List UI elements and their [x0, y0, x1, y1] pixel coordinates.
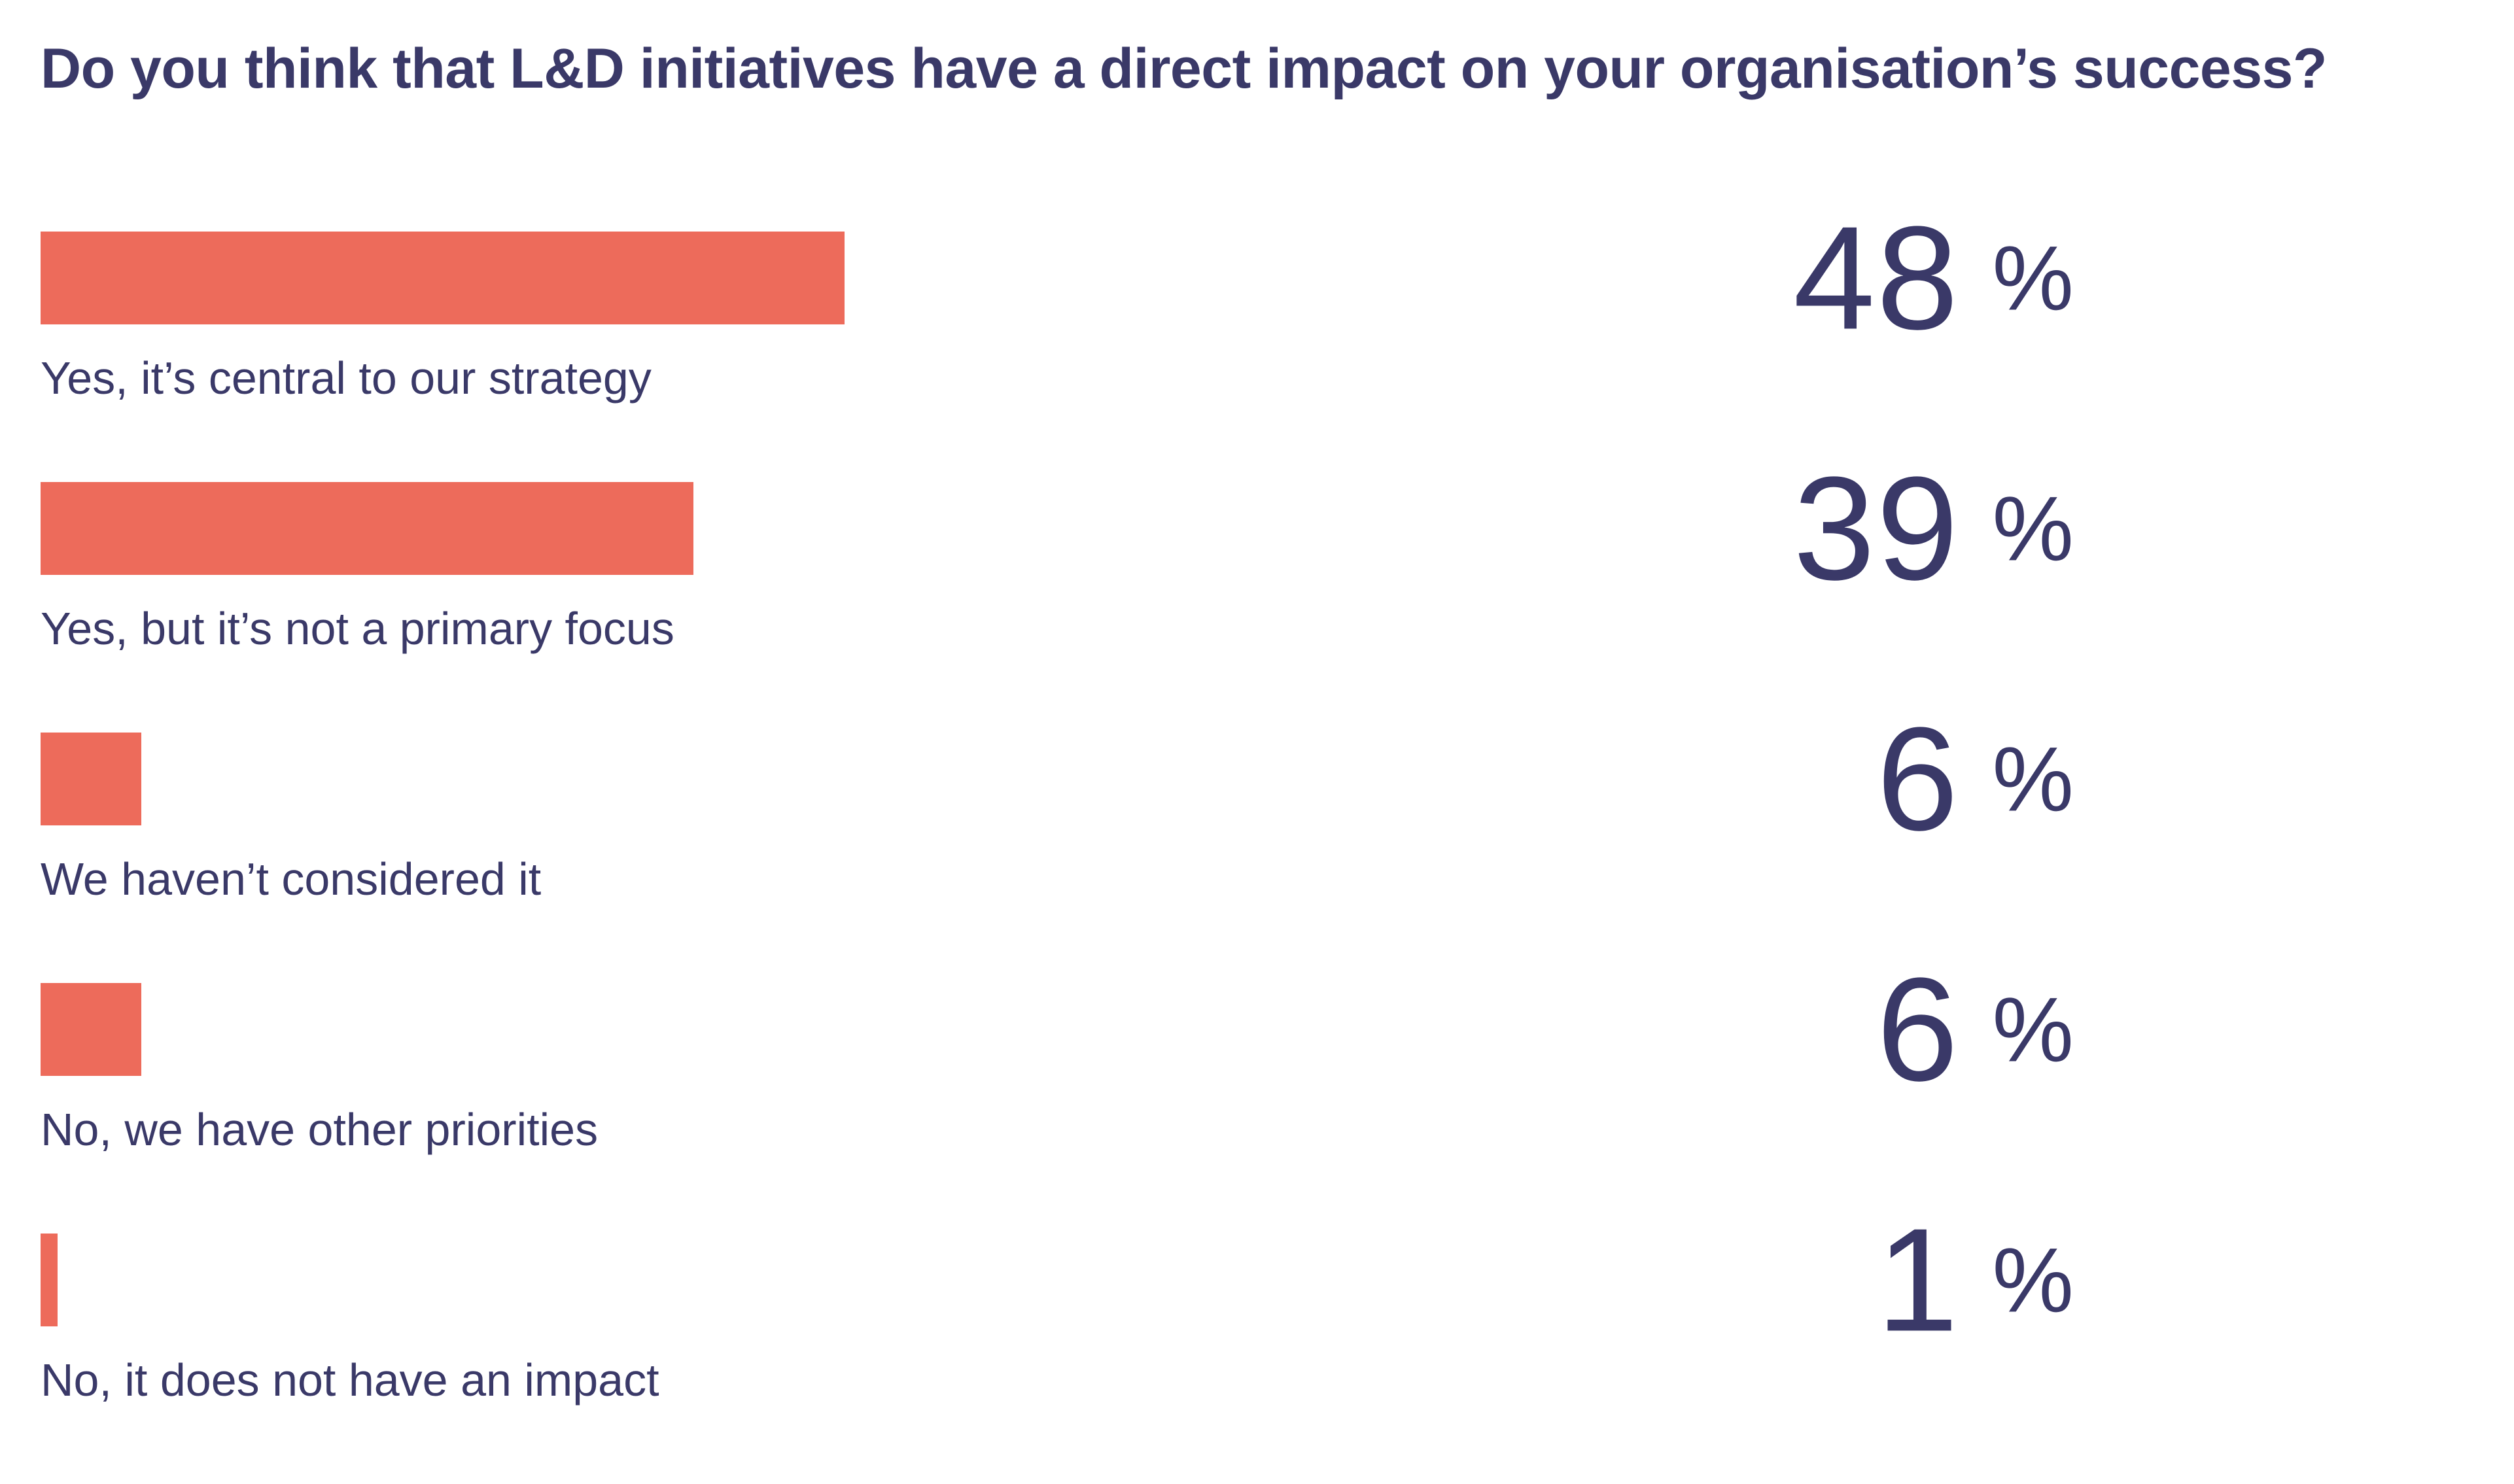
percent-sign: % — [1992, 727, 2074, 830]
bar — [41, 482, 693, 575]
value-number: 6 — [1876, 696, 1960, 861]
category-label: No, it does not have an impact — [41, 1355, 659, 1406]
value-number: 48 — [1793, 195, 1960, 360]
chart-row: We haven’t considered it 6 % — [0, 705, 2514, 983]
percent-sign: % — [1992, 477, 2074, 579]
value-label: 39 % — [1793, 455, 2074, 602]
percent-sign: % — [1992, 978, 2074, 1080]
value-number: 1 — [1876, 1197, 1960, 1362]
category-label: We haven’t considered it — [41, 854, 542, 905]
bar — [41, 1234, 58, 1326]
value-label: 6 % — [1876, 696, 2074, 861]
value-number: 6 — [1876, 946, 1960, 1112]
chart-row: Yes, it’s central to our strategy 48 % — [0, 204, 2514, 482]
value-number: 39 — [1793, 445, 1960, 611]
bar — [41, 733, 141, 825]
percent-sign: % — [1992, 1228, 2074, 1331]
category-label: No, we have other priorities — [41, 1104, 599, 1155]
category-label: Yes, it’s central to our strategy — [41, 353, 652, 404]
chart-row: No, we have other priorities 6 % — [0, 956, 2514, 1234]
percent-sign: % — [1992, 226, 2074, 329]
chart-row: Yes, but it’s not a primary focus 39 % — [0, 455, 2514, 733]
bar — [41, 232, 845, 324]
chart-row: No, it does not have an impact 1 % — [0, 1206, 2514, 1484]
chart-title: Do you think that L&D initiatives have a… — [41, 37, 2327, 100]
value-label: 6 % — [1876, 956, 2074, 1103]
value-label: 48 % — [1793, 195, 2074, 360]
category-label: Yes, but it’s not a primary focus — [41, 603, 674, 654]
bar-chart: Yes, it’s central to our strategy 48 % Y… — [0, 204, 2514, 1484]
bar — [41, 983, 141, 1076]
value-label: 1 % — [1876, 1197, 2074, 1362]
